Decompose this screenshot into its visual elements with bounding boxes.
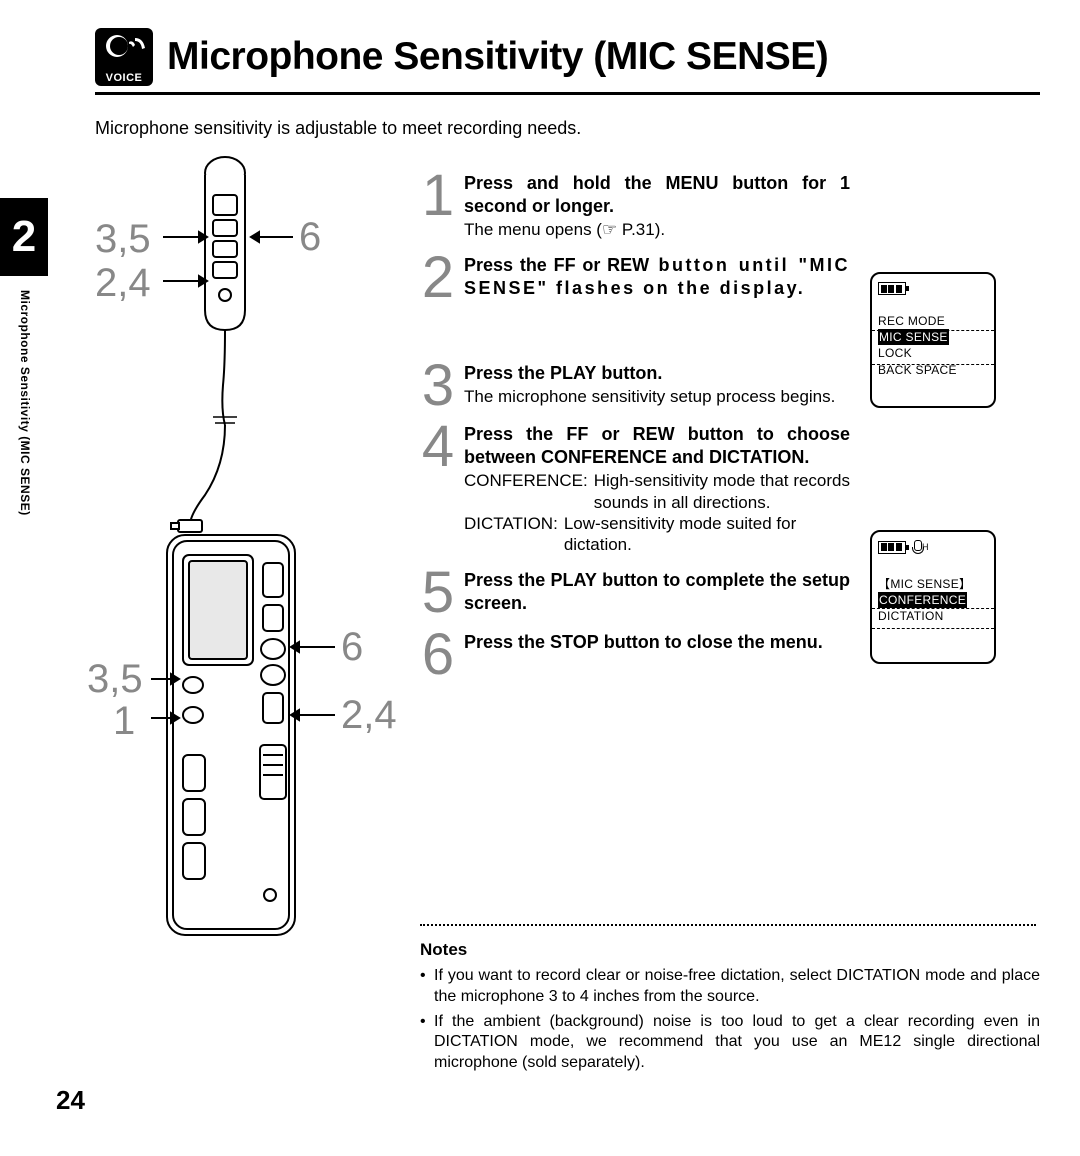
- mic-icon: [912, 540, 922, 554]
- lcd1-line3: LOCK: [878, 345, 988, 361]
- step-4-num: 4: [420, 423, 456, 555]
- step-1-sub: The menu opens (☞ P.31).: [464, 219, 850, 240]
- step-4: 4 Press the FF or REW button to choose b…: [420, 423, 850, 555]
- step-5: 5 Press the PLAY button to complete the …: [420, 569, 850, 617]
- callout-1-bot: 1: [113, 699, 135, 744]
- device-illustration: 3,5 2,4 6 3,5 1 6 2,4: [95, 155, 385, 965]
- step-3: 3 Press the PLAY button. The microphone …: [420, 362, 850, 410]
- step-1: 1 Press and hold the MENU button for 1 s…: [420, 172, 850, 240]
- lcd1-line2: MIC SENSE: [878, 329, 988, 345]
- step-4-sub: CONFERENCE:High-sensitivity mode that re…: [464, 470, 850, 555]
- lcd1-line1: REC MODE: [878, 313, 988, 329]
- step-4-head: Press the FF or REW button to choose bet…: [464, 423, 850, 468]
- vertical-section-label: Microphone Sensitivity (MIC SENSE): [18, 290, 32, 516]
- lcd2-line3: DICTATION: [878, 608, 988, 624]
- step-5-head: Press the PLAY button to complete the se…: [464, 569, 850, 614]
- lcd-screen-2: H MIC SENSE CONFERENCE DICTATION: [870, 530, 996, 664]
- page-number: 24: [56, 1085, 85, 1116]
- notes-list: If you want to record clear or noise-fre…: [420, 966, 1040, 1074]
- callout-6-top: 6: [299, 215, 321, 260]
- battery-icon: [878, 541, 906, 554]
- step-1-head: Press and hold the MENU button for 1 sec…: [464, 172, 850, 217]
- step-2-num: 2: [420, 254, 456, 302]
- lcd-screen-1: REC MODE MIC SENSE LOCK BACK SPACE: [870, 272, 996, 408]
- voice-icon-label: VOICE: [95, 72, 153, 84]
- callout-2-4-bot: 2,4: [341, 693, 397, 738]
- voice-icon: VOICE: [95, 28, 153, 86]
- notes-title: Notes: [420, 940, 1040, 960]
- battery-icon: [878, 282, 906, 295]
- step-2: 2 Press the FF or REW button until "MIC …: [420, 254, 850, 302]
- step-3-head: Press the PLAY button.: [464, 362, 850, 385]
- step-1-num: 1: [420, 172, 456, 240]
- step-6-head: Press the STOP button to close the menu.: [464, 631, 850, 654]
- callout-3-5-top: 3,5: [95, 217, 151, 262]
- note-item: If the ambient (background) noise is too…: [420, 1012, 1040, 1074]
- step-3-sub: The microphone sensitivity setup process…: [464, 386, 850, 407]
- callout-3-5-bot: 3,5: [87, 657, 143, 702]
- notes-block: Notes If you want to record clear or noi…: [420, 940, 1040, 1078]
- callout-6-bot: 6: [341, 625, 363, 670]
- step-2-head: Press the FF or REW button until "MIC SE…: [464, 254, 850, 299]
- callout-2-4-top: 2,4: [95, 261, 151, 306]
- step-6: 6 Press the STOP button to close the men…: [420, 631, 850, 679]
- lcd2-line2: CONFERENCE: [878, 592, 988, 608]
- step-6-num: 6: [420, 631, 456, 679]
- step-5-num: 5: [420, 569, 456, 617]
- title-row: VOICE Microphone Sensitivity (MIC SENSE): [95, 28, 1040, 95]
- chapter-tab: 2: [0, 198, 48, 276]
- page-title: Microphone Sensitivity (MIC SENSE): [167, 35, 828, 79]
- intro-text: Microphone sensitivity is adjustable to …: [95, 118, 581, 139]
- step-3-num: 3: [420, 362, 456, 410]
- notes-divider: [420, 924, 1036, 926]
- lcd2-line1: MIC SENSE: [878, 576, 988, 592]
- note-item: If you want to record clear or noise-fre…: [420, 966, 1040, 1008]
- steps-column: 1 Press and hold the MENU button for 1 s…: [420, 172, 850, 692]
